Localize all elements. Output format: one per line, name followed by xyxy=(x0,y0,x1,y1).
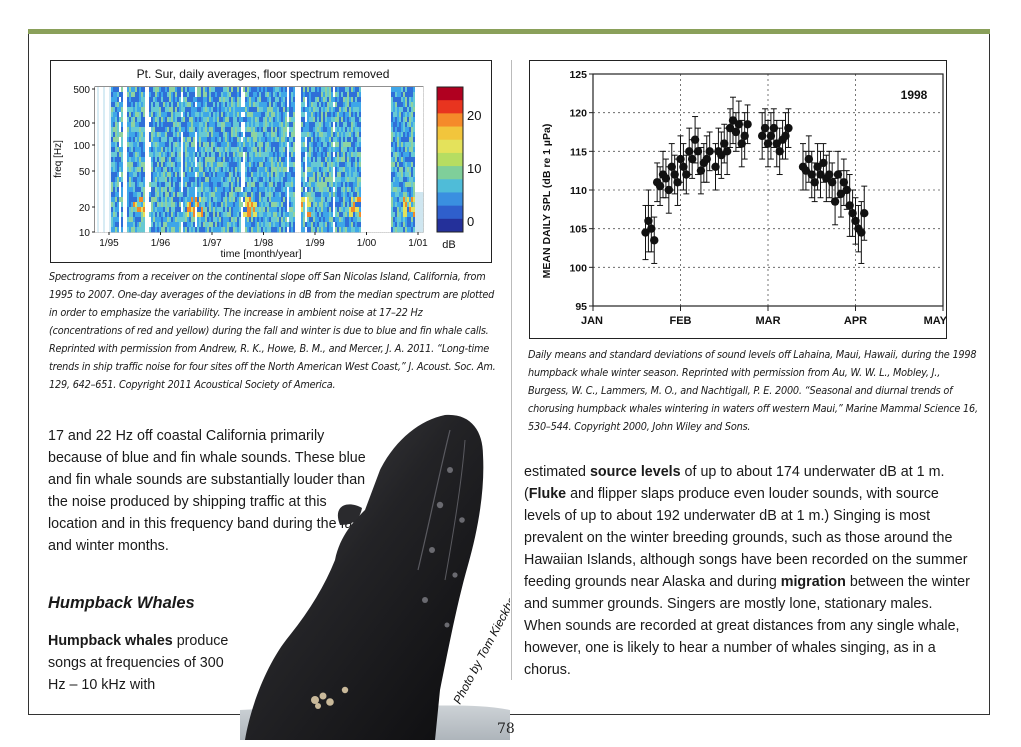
chart-y-ticks: 95 100 105 110 115 120 125 xyxy=(569,69,593,313)
right-body-paragraph: estimated source levels of up to about 1… xyxy=(524,461,972,681)
spectrogram-x-ticks: 1/95 1/96 1/97 1/98 1/99 1/00 1/01 xyxy=(99,232,428,249)
data-point xyxy=(650,216,659,264)
spectrogram-x-tick: 1/96 xyxy=(151,238,171,249)
data-point xyxy=(690,116,700,164)
data-point xyxy=(757,112,767,160)
spectrogram-x-tick: 1/98 xyxy=(254,238,274,249)
data-point xyxy=(667,143,676,191)
chart-x-tick: JAN xyxy=(581,315,603,327)
spectrogram-y-tick: 50 xyxy=(79,167,91,178)
data-point xyxy=(860,185,869,241)
top-accent-bar xyxy=(28,29,990,34)
humpback-term: Humpback whales xyxy=(48,633,173,649)
chart-year-label: 1998 xyxy=(901,88,928,102)
colorbar-tick: 20 xyxy=(467,108,481,123)
data-point xyxy=(647,204,656,253)
term-migration: migration xyxy=(780,574,846,590)
colorbar-tick: 0 xyxy=(467,214,474,229)
data-point xyxy=(685,127,694,176)
spectrogram-y-tick: 200 xyxy=(73,119,90,130)
section-heading: Humpback Whales xyxy=(48,594,195,612)
term-fluke: Fluke xyxy=(528,486,567,502)
humpback-text: produce songs at frequencies of 300 Hz –… xyxy=(48,633,229,693)
spectrogram-y-tick: 100 xyxy=(73,141,90,152)
data-point xyxy=(830,177,840,226)
chart-y-tick: 105 xyxy=(569,224,587,236)
spectrogram-y-tick: 20 xyxy=(79,203,91,214)
spectrogram-x-tick: 1/99 xyxy=(305,238,325,249)
page-number: 78 xyxy=(497,721,515,737)
chart-x-tick: MAR xyxy=(755,315,780,327)
whale-image: Photo by Tom Kieckhefer. xyxy=(240,414,527,740)
data-point xyxy=(825,150,834,199)
data-point xyxy=(679,143,688,191)
data-point xyxy=(784,108,793,148)
data-point xyxy=(696,146,706,195)
spectrogram-figure: Pt. Sur, daily averages, floor spectrum … xyxy=(50,60,492,263)
data-point xyxy=(731,112,741,152)
chart-x-tick: MAY xyxy=(924,315,948,327)
chart-y-tick: 125 xyxy=(569,69,587,81)
spectrogram-svg: Pt. Sur, daily averages, floor spectrum … xyxy=(53,67,481,260)
data-point xyxy=(687,139,697,179)
maui-caption: Daily means and standard deviations of s… xyxy=(528,348,978,433)
data-point xyxy=(720,123,729,164)
chart-x-tick: APR xyxy=(844,315,867,327)
data-point xyxy=(781,112,790,160)
data-point xyxy=(807,150,816,199)
spectrogram-title: Pt. Sur, daily averages, floor spectrum … xyxy=(137,67,390,81)
right-text-3: and flipper slaps produce even louder so… xyxy=(524,486,968,590)
left-body-paragraph: 17 and 22 Hz off coastal California prim… xyxy=(48,428,366,554)
right-text-2: of up to about 174 underwater dB at 1 m.… xyxy=(524,464,945,502)
data-point xyxy=(810,162,819,203)
spectrogram-y-tick: 500 xyxy=(73,85,90,96)
data-point xyxy=(740,112,749,160)
humpback-paragraph: Humpback whales produce songs at frequen… xyxy=(48,630,238,696)
spectrogram-x-tick: 1/97 xyxy=(202,238,222,249)
data-point xyxy=(743,104,752,145)
maui-chart-svg: 95 100 105 110 115 120 125 JAN FEB MAR APR MAY 199… xyxy=(541,69,948,327)
data-point xyxy=(711,143,720,191)
column-divider xyxy=(511,60,512,680)
chart-y-tick: 115 xyxy=(570,146,587,158)
spectrogram-x-tick: 1/95 xyxy=(99,238,119,249)
spectrogram-colorbar xyxy=(436,86,464,233)
humpback-whale-photo: Photo by Tom Kieckhefer. xyxy=(240,410,527,744)
chart-x-ticks: JAN FEB MAR APR MAY xyxy=(581,306,948,327)
data-point xyxy=(836,170,846,218)
right-text-4: between the winter and summer grounds. S… xyxy=(524,574,970,678)
spectrogram-x-label: time [month/year] xyxy=(220,248,301,260)
spectrogram-cells xyxy=(95,87,424,233)
chart-data-points xyxy=(641,96,869,264)
data-point xyxy=(766,112,776,160)
term-source-levels: source levels xyxy=(589,464,681,480)
maui-spl-chart: 95 100 105 110 115 120 125 JAN FEB MAR APR MAY 199… xyxy=(529,60,948,339)
right-text-1: estimated xyxy=(524,464,590,480)
spectrogram-y-ticks: 500 200 100 50 20 10 xyxy=(73,85,95,239)
chart-x-tick: FEB xyxy=(670,315,692,327)
spectrogram-y-label: freq [Hz] xyxy=(53,140,64,178)
data-point xyxy=(775,127,784,176)
chart-y-tick: 100 xyxy=(569,262,587,274)
spectrogram-y-tick: 10 xyxy=(79,228,91,239)
data-point xyxy=(769,108,779,148)
spectrogram-x-tick: 1/00 xyxy=(357,238,377,249)
chart-y-tick: 120 xyxy=(569,108,587,120)
data-point xyxy=(722,127,732,176)
spectrogram-x-tick: 1/01 xyxy=(408,238,428,249)
chart-y-tick: 95 xyxy=(575,301,587,313)
colorbar-unit: dB xyxy=(442,239,455,251)
chart-y-axis-label: MEAN DAILY SPL (dB re 1 µPa) xyxy=(541,124,553,279)
data-point xyxy=(705,131,714,172)
data-point xyxy=(833,150,843,199)
data-point xyxy=(670,154,679,195)
chart-y-tick: 110 xyxy=(570,185,587,197)
data-point xyxy=(702,135,711,183)
colorbar-ticks: 20 10 0 xyxy=(467,108,481,229)
spectrogram-caption: Spectrograms from a receiver on the cont… xyxy=(49,270,496,391)
colorbar-tick: 10 xyxy=(467,161,481,176)
